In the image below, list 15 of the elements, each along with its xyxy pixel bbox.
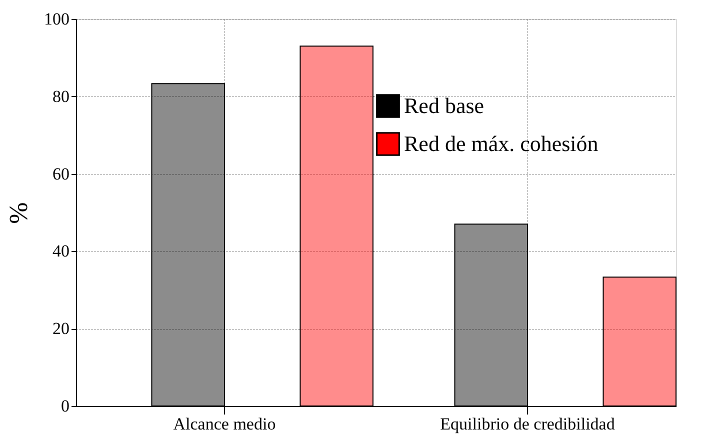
- y-tick-label: 20: [52, 319, 70, 338]
- y-axis-title: %: [4, 202, 33, 224]
- y-tick-label: 40: [52, 242, 70, 261]
- bar: [602, 276, 676, 406]
- y-tick-label: 60: [52, 164, 70, 184]
- y-tick-label: 100: [44, 10, 70, 28]
- x-tick-label: Equilibrio de credibilidad: [440, 414, 616, 434]
- y-tick-label: 0: [61, 396, 70, 416]
- legend-label: Red de máx. cohesión: [404, 131, 598, 156]
- x-tick-label: Alcance medio: [173, 414, 276, 434]
- bar: [300, 46, 374, 406]
- y-tick-label: 80: [52, 86, 70, 106]
- legend-label: Red base: [404, 93, 484, 118]
- bar: [151, 83, 225, 406]
- bar: [454, 224, 528, 406]
